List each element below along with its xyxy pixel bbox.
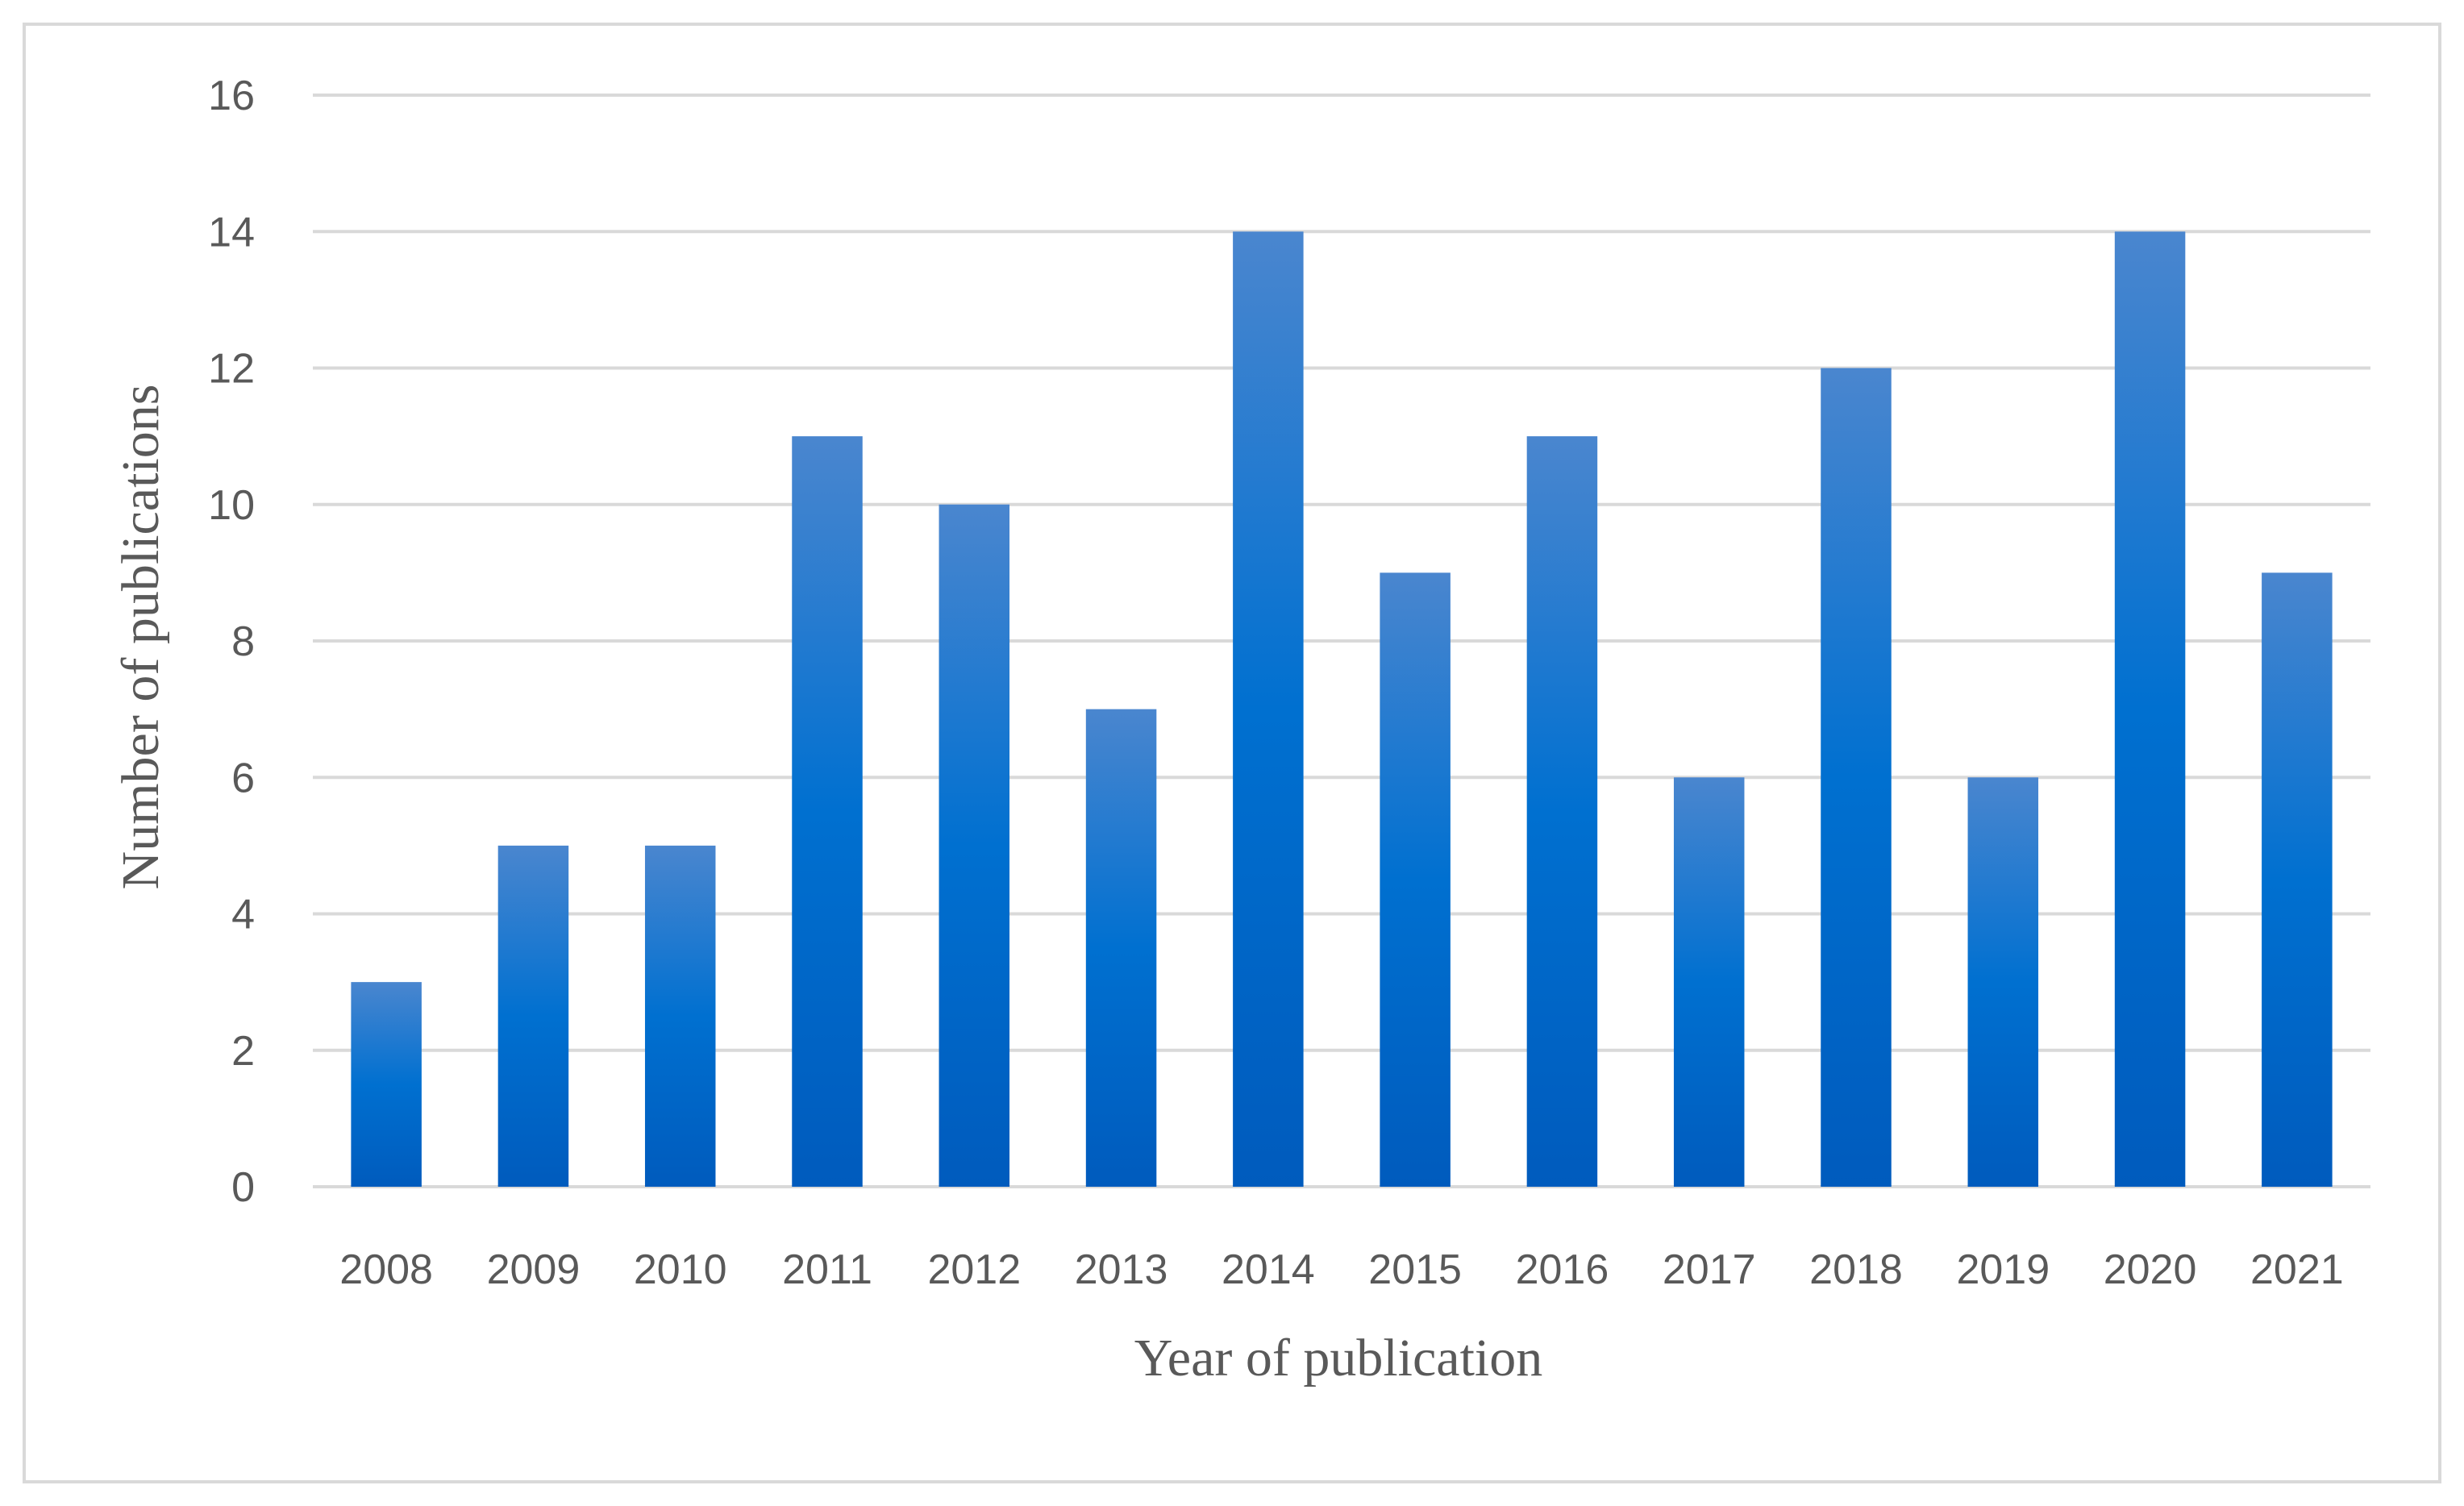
bar-2009 [497, 845, 569, 1187]
bar-2017 [1673, 777, 1745, 1187]
x-tick-label: 2013 [1075, 1246, 1168, 1293]
bar-2018 [1821, 368, 1892, 1187]
y-tick-label: 16 [208, 73, 255, 119]
y-axis-tick-labels: 0 2 4 6 8 10 12 14 16 [208, 73, 255, 1211]
bar-2015 [1380, 572, 1451, 1187]
y-tick-label: 0 [231, 1164, 255, 1211]
x-tick-label: 2008 [339, 1246, 433, 1293]
x-tick-label: 2016 [1516, 1246, 1609, 1293]
x-tick-label: 2011 [782, 1246, 872, 1293]
bar-2010 [644, 845, 716, 1187]
x-tick-label: 2018 [1809, 1246, 1903, 1293]
y-tick-label: 4 [231, 892, 255, 938]
gridlines [313, 94, 2370, 1188]
bar-2020 [2114, 231, 2186, 1187]
bar-2008 [351, 982, 422, 1187]
x-tick-label: 2010 [634, 1246, 727, 1293]
bar-2013 [1085, 709, 1157, 1187]
bar-2012 [939, 504, 1010, 1187]
y-axis-title: Number of publications [111, 385, 170, 890]
y-tick-label: 8 [231, 618, 255, 665]
bar-2014 [1233, 231, 1304, 1187]
y-tick-label: 12 [208, 346, 255, 393]
x-tick-label: 2017 [1663, 1246, 1756, 1293]
y-tick-label: 14 [208, 209, 255, 256]
x-tick-label: 2014 [1222, 1246, 1315, 1293]
x-tick-label: 2019 [1956, 1246, 2050, 1293]
bar-2011 [792, 436, 863, 1187]
bar-2016 [1526, 436, 1598, 1187]
x-axis-title: Year of publication [1134, 1329, 1543, 1387]
x-tick-label: 2021 [2250, 1246, 2344, 1293]
bars [351, 231, 2333, 1187]
bar-2021 [2262, 572, 2333, 1187]
x-tick-label: 2015 [1368, 1246, 1462, 1293]
y-tick-label: 6 [231, 755, 255, 801]
x-tick-label: 2012 [927, 1246, 1021, 1293]
y-tick-label: 2 [231, 1028, 255, 1075]
x-tick-label: 2020 [2104, 1246, 2197, 1293]
bar-2019 [1967, 777, 2039, 1187]
chart-frame [23, 23, 2441, 1483]
y-tick-label: 10 [208, 482, 255, 529]
x-axis-tick-labels: 2008 2009 2010 2011 2012 2013 2014 2015 2016 2017… [339, 1246, 2343, 1293]
x-tick-label: 2009 [487, 1246, 581, 1293]
